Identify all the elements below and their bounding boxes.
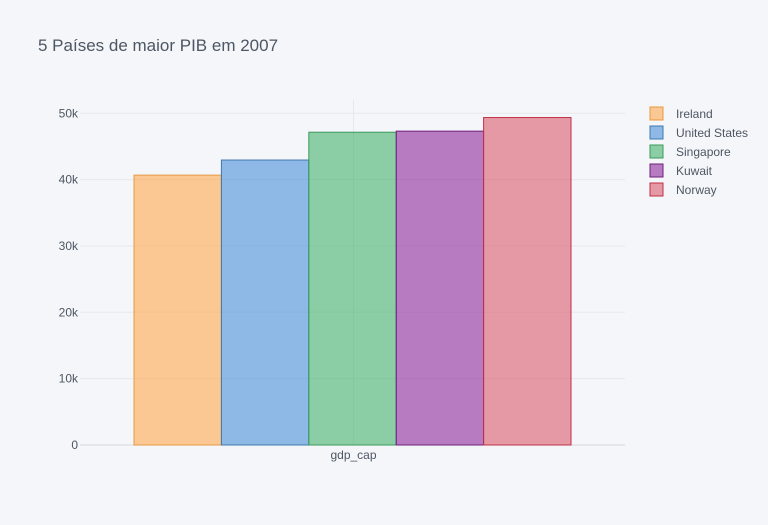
legend-label: Kuwait (676, 164, 713, 178)
y-tick-label: 40k (59, 173, 79, 187)
bar-ireland (133, 174, 222, 446)
y-tick-label: 0 (71, 438, 78, 452)
bar-norway (483, 117, 572, 446)
bar-singapore (308, 131, 397, 446)
chart-title: 5 Países de maior PIB em 2007 (38, 36, 278, 55)
y-tick-label: 20k (59, 305, 79, 319)
legend-swatch (649, 144, 664, 159)
legend-swatch (649, 163, 664, 178)
legend-swatch (649, 106, 664, 121)
y-tick-label: 50k (59, 106, 79, 120)
bar-united-states (220, 159, 310, 446)
legend-label: United States (676, 126, 748, 140)
legend-label: Singapore (676, 145, 731, 159)
axes: 0 10k 20k 30k 40k 50k gdp_cap (59, 106, 377, 462)
legend-swatch (649, 125, 664, 140)
legend-label: Ireland (676, 107, 713, 121)
legend-label: Norway (676, 183, 717, 197)
legend-swatch (649, 182, 664, 197)
y-tick-label: 10k (59, 372, 79, 386)
legend: Ireland United States Singapore Kuwait Norwa… (649, 106, 748, 197)
bars (133, 117, 572, 446)
x-tick-label: gdp_cap (330, 448, 376, 462)
bar-kuwait (395, 130, 485, 446)
y-tick-label: 30k (59, 239, 79, 253)
